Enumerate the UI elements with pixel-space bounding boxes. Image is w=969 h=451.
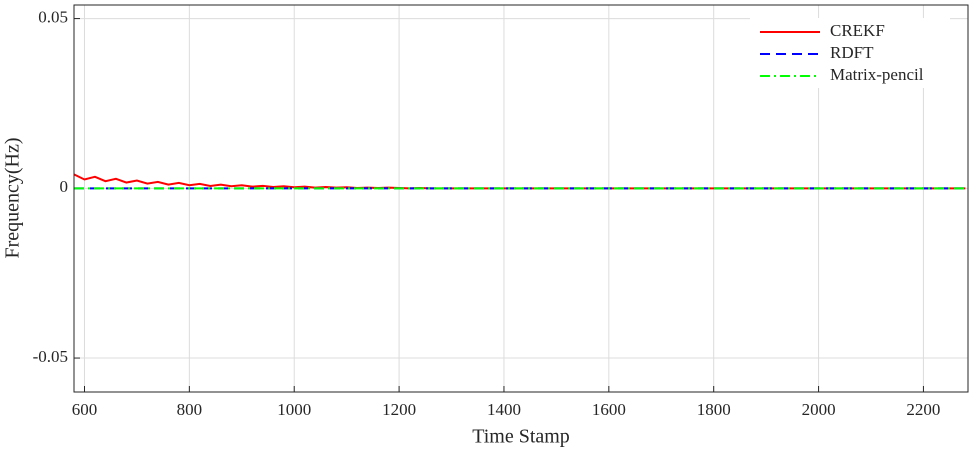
- plot-frame: [73, 4, 969, 393]
- legend-label: Matrix-pencil: [830, 65, 924, 84]
- legend-label: CREKF: [830, 21, 885, 40]
- y-tick-label: 0.05: [38, 7, 68, 26]
- x-tick-label: 1000: [277, 400, 311, 419]
- y-tick-label: -0.05: [33, 347, 68, 366]
- x-tick-label: 1600: [592, 400, 626, 419]
- x-tick-label: 2200: [906, 400, 940, 419]
- x-tick-label: 800: [177, 400, 203, 419]
- y-axis-label: Frequency(Hz): [2, 137, 24, 258]
- x-tick-label: 1400: [487, 400, 521, 419]
- x-tick-label: 2000: [802, 400, 836, 419]
- x-axis-label: Time Stamp: [472, 426, 570, 448]
- x-tick-label: 1800: [697, 400, 731, 419]
- y-tick-label: 0: [60, 177, 69, 196]
- legend-label: RDFT: [830, 43, 874, 62]
- x-tick-label: 600: [72, 400, 98, 419]
- x-tick-label: 1200: [382, 400, 416, 419]
